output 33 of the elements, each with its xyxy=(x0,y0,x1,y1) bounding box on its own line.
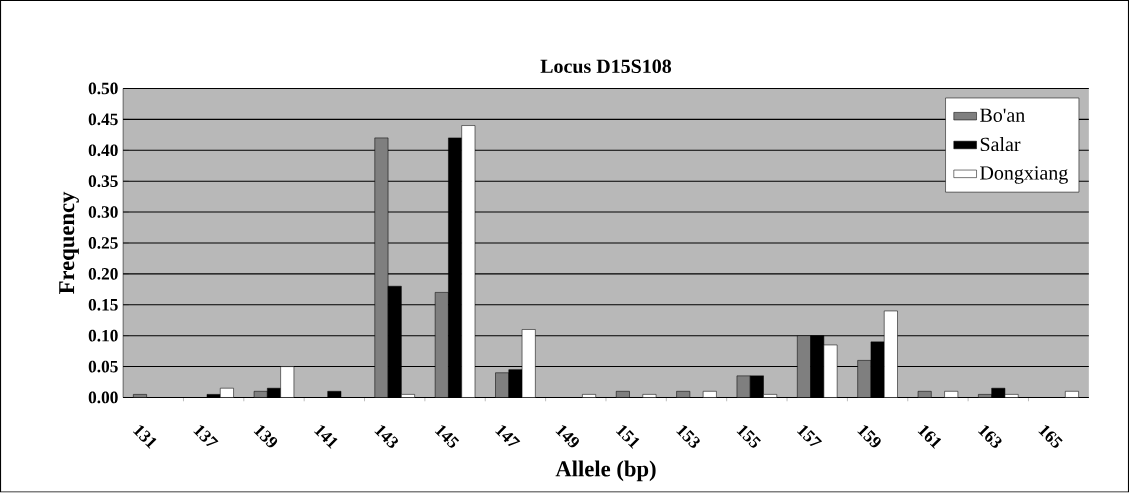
y-tick-label: 0.10 xyxy=(88,330,118,342)
x-tick-label: 149 xyxy=(555,425,579,448)
y-tick-label: 0.15 xyxy=(88,299,118,311)
x-tick-label: 141 xyxy=(314,425,338,450)
legend-label: Bo'an xyxy=(980,108,1025,123)
x-tick-label: 161 xyxy=(917,425,942,450)
x-tick-label: 143 xyxy=(374,425,398,449)
x-tick-label: 153 xyxy=(676,425,700,449)
y-tick-label: 0.00 xyxy=(88,391,118,404)
x-axis-title: Allele (bp) xyxy=(555,460,656,482)
x-tick-label: 163 xyxy=(977,425,1002,449)
y-tick-label: 0.20 xyxy=(88,268,118,280)
x-tick-label: 137 xyxy=(193,425,219,447)
x-tick-label: 145 xyxy=(434,425,460,448)
y-tick-label: 0.45 xyxy=(88,113,118,126)
y-axis-title: Frequency xyxy=(59,192,79,295)
y-tick-label: 0.30 xyxy=(88,206,118,219)
x-tick-label: 165 xyxy=(1038,425,1063,448)
x-tick-label: 147 xyxy=(495,425,521,447)
x-tick-label: 151 xyxy=(615,425,640,450)
y-tick-label: 0.25 xyxy=(88,237,118,250)
x-tick-label: 139 xyxy=(253,425,278,448)
x-tick-label: 131 xyxy=(132,425,157,450)
y-tick-label: 0.05 xyxy=(88,360,118,373)
x-tick-label: 159 xyxy=(857,425,881,448)
y-tick-label: 0.40 xyxy=(88,144,118,157)
x-tick-label: 155 xyxy=(736,425,761,448)
y-tick-label: 0.50 xyxy=(88,82,118,95)
chart-title: Locus D15S108 xyxy=(540,59,672,74)
y-tick-label: 0.35 xyxy=(88,175,118,188)
legend-label: Salar xyxy=(980,137,1021,152)
legend-label: Dongxiang xyxy=(980,166,1068,184)
x-tick-label: 157 xyxy=(796,425,823,447)
